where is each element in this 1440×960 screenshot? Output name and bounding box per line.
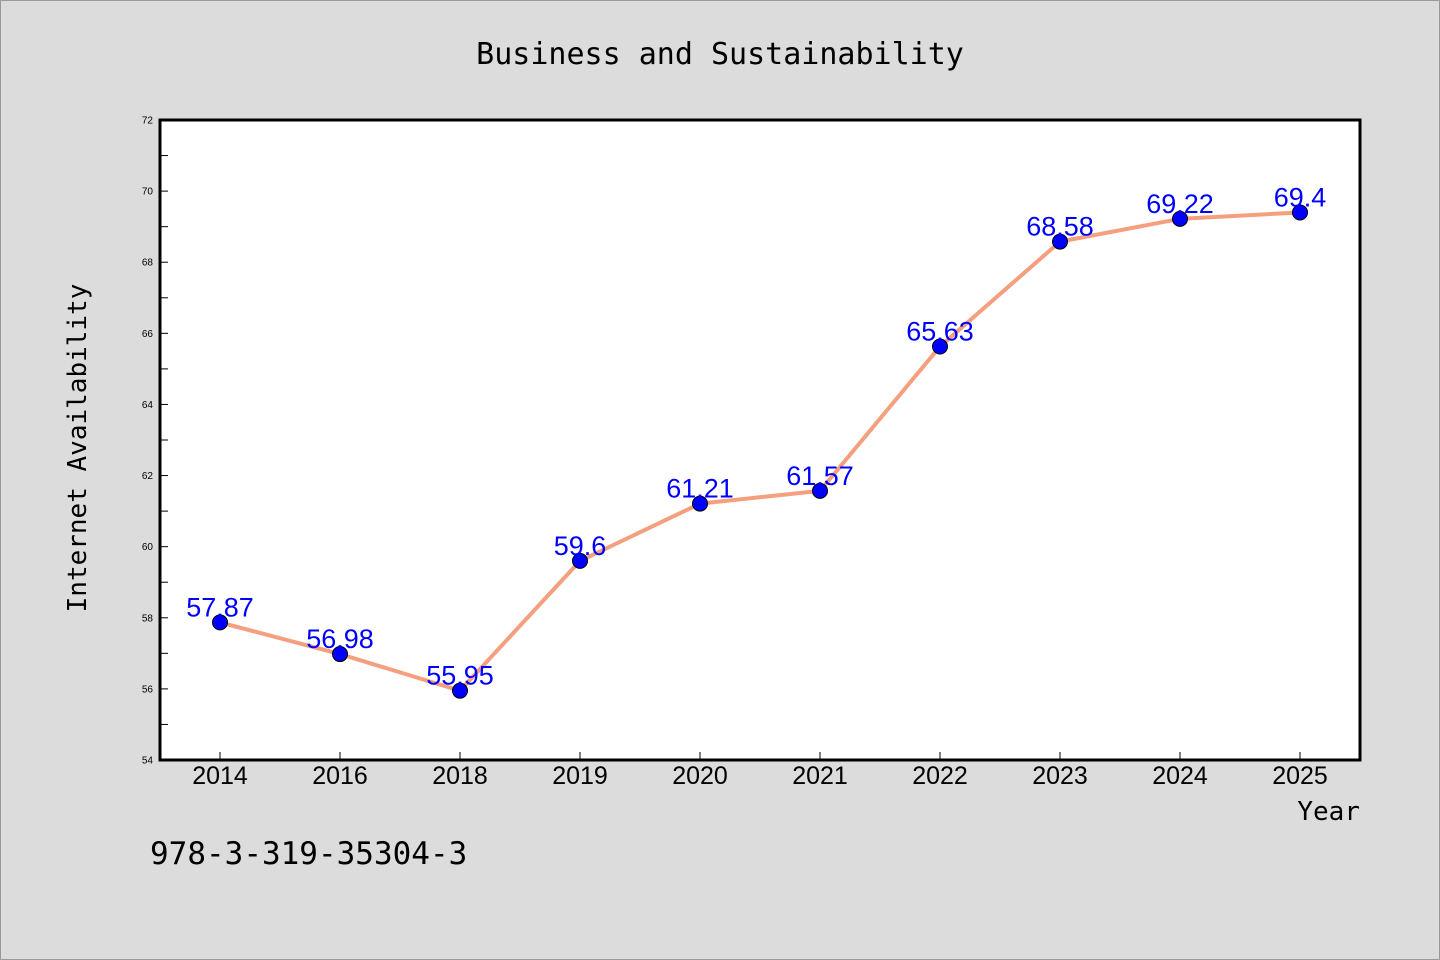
x-axis-ticks: 2014 2016 2018 2019 2020 2021 2022 2023 2024 2025 — [192, 752, 1328, 790]
y-tick-label: 60 — [142, 542, 154, 553]
data-point — [572, 552, 588, 569]
x-tick-label: 2016 — [312, 762, 368, 790]
data-label: 56.98 — [306, 624, 374, 654]
data-label: 68.58 — [1026, 212, 1094, 242]
data-label: 59.6 — [554, 531, 607, 561]
data-point — [1172, 210, 1188, 227]
y-tick-label: 58 — [142, 613, 154, 624]
data-label: 57.87 — [186, 592, 254, 622]
y-tick-label: 70 — [142, 187, 154, 198]
data-markers — [212, 204, 1308, 699]
data-point — [1292, 204, 1308, 221]
chart-title: Business and Sustainability — [476, 37, 964, 72]
data-point — [452, 682, 468, 699]
data-point — [332, 646, 348, 663]
plot-area — [160, 120, 1360, 760]
data-label: 55.95 — [426, 661, 494, 691]
data-label: 69.4 — [1274, 182, 1327, 212]
data-label: 61.57 — [786, 461, 854, 491]
data-label: 61.21 — [666, 474, 734, 504]
y-tick-label: 62 — [142, 471, 154, 482]
x-tick-label: 2024 — [1152, 762, 1208, 790]
y-axis-label: Internet Availability — [63, 284, 93, 613]
x-tick-label: 2019 — [552, 762, 608, 790]
plot-frame — [158, 118, 1362, 762]
x-axis-label: Year — [1297, 797, 1360, 827]
data-point — [1052, 233, 1068, 250]
x-tick-label: 2021 — [792, 762, 848, 790]
series-line-group — [219, 210, 1301, 693]
data-point — [932, 338, 948, 355]
data-labels: 57.87 56.98 55.95 59.6 61.21 61.57 65.63 68.58 6… — [186, 182, 1326, 690]
y-tick-label: 66 — [142, 329, 154, 340]
y-tick-label: 54 — [142, 756, 154, 767]
x-tick-label: 2014 — [192, 762, 248, 790]
footnote-isbn: 978-3-319-35304-3 — [150, 836, 467, 872]
data-point — [812, 482, 828, 499]
y-tick-label: 72 — [142, 116, 154, 127]
series-line — [219, 210, 1301, 693]
x-tick-label: 2018 — [432, 762, 488, 790]
data-label: 69.22 — [1146, 189, 1214, 219]
x-tick-label: 2022 — [912, 762, 968, 790]
data-label: 65.63 — [906, 316, 974, 346]
x-tick-label: 2023 — [1032, 762, 1088, 790]
x-tick-label: 2020 — [672, 762, 728, 790]
data-point — [692, 495, 708, 512]
x-tick-label: 2025 — [1272, 762, 1328, 790]
y-tick-label: 56 — [142, 684, 154, 695]
y-tick-label: 68 — [142, 258, 154, 269]
y-tick-label: 64 — [142, 400, 154, 411]
data-point — [212, 614, 228, 631]
